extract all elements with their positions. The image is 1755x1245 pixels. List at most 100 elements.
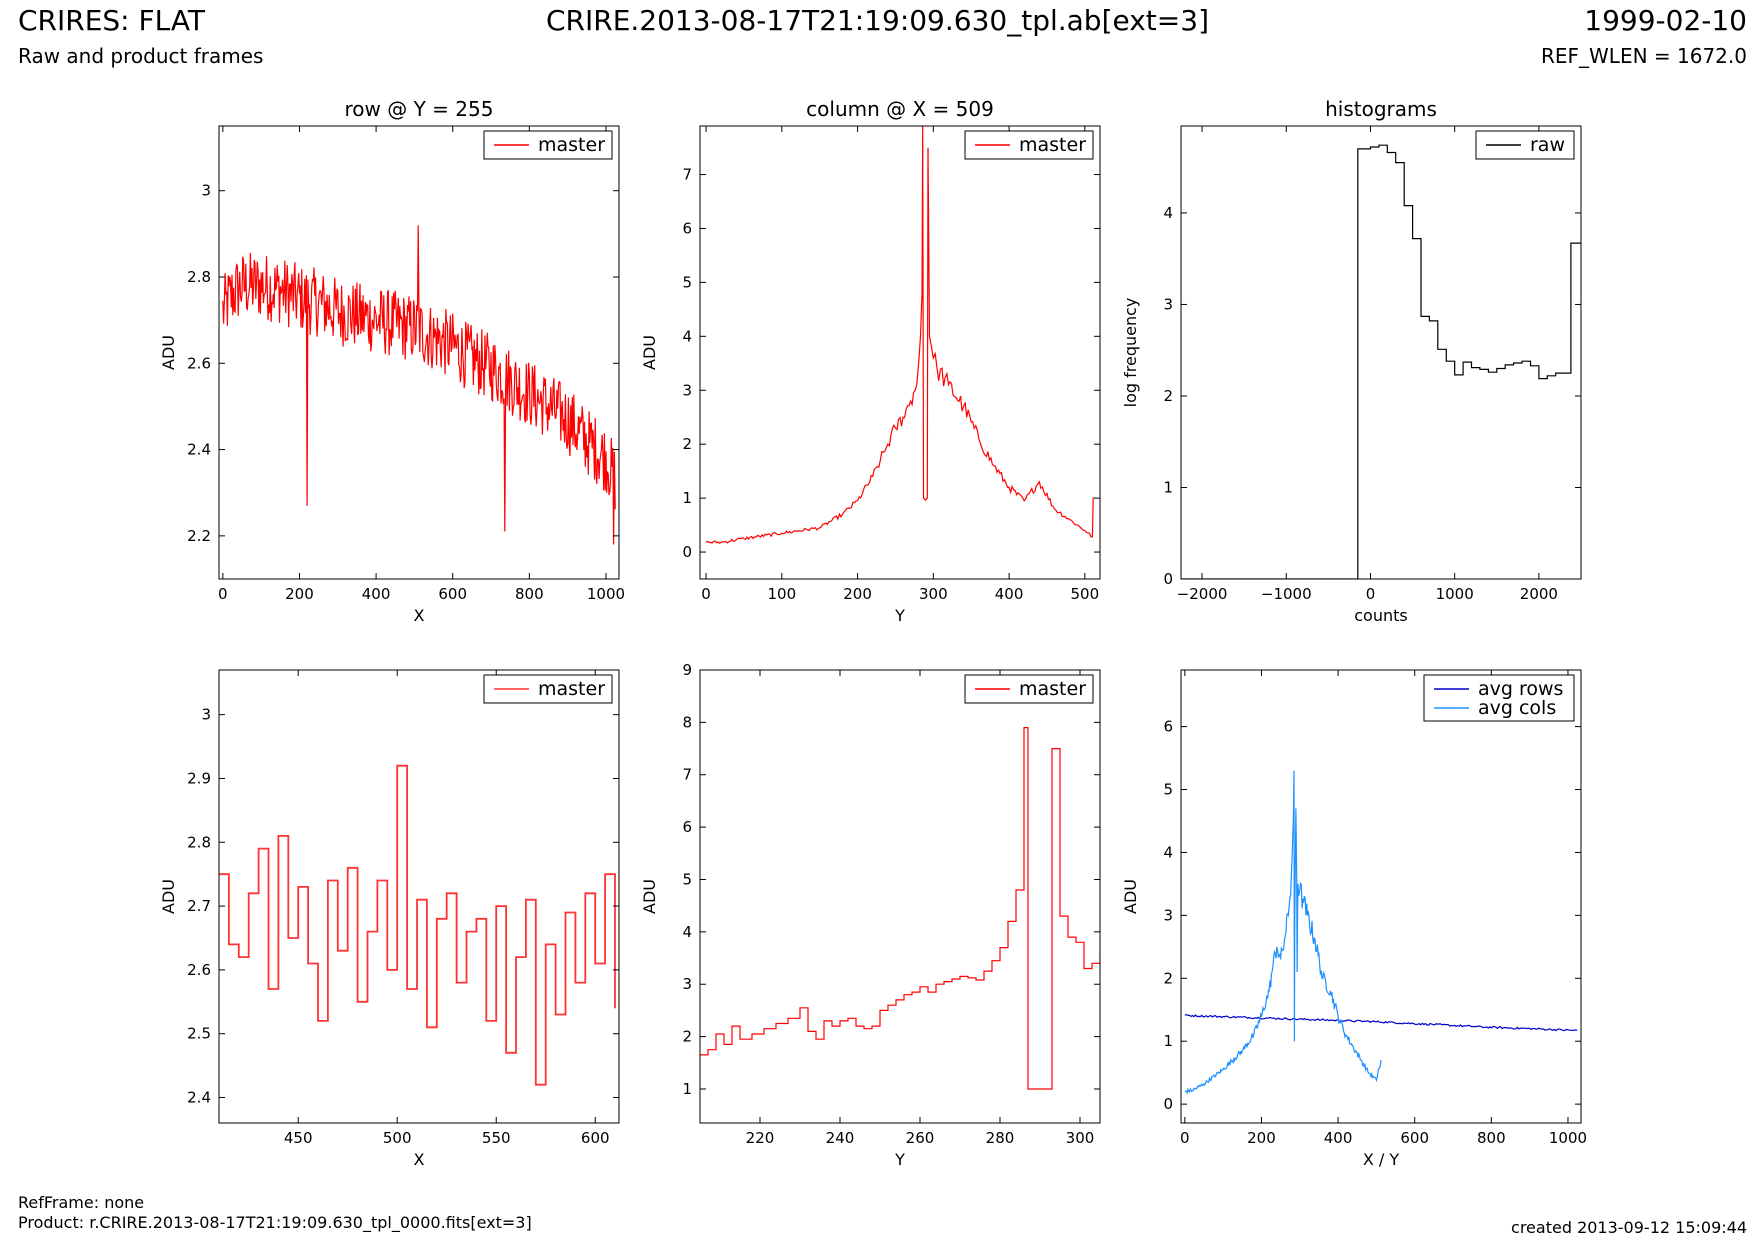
y-axis-label: log frequency — [1121, 298, 1140, 408]
x-tick-label: 500 — [1071, 585, 1100, 603]
x-tick-label: 400 — [995, 585, 1024, 603]
row-zoom-plot: 450 500 550 600 2.4 2.5 2.6 2.7 2.8 2.9 3 X ADU maste… — [159, 669, 620, 1169]
series-line-master — [700, 727, 1100, 1090]
date-label: 1999-02-10 — [1584, 4, 1747, 37]
y-axis-label: ADU — [640, 335, 659, 370]
legend: raw — [1475, 130, 1575, 160]
y-axis-label: ADU — [159, 879, 178, 914]
y-tick-label: 3 — [201, 182, 211, 200]
y-tick-label: 5 — [1163, 781, 1173, 799]
x-axis-label: counts — [1354, 606, 1407, 625]
x-tick-label: 200 — [843, 585, 872, 603]
x-tick-label: 600 — [581, 1129, 610, 1147]
x-tick-label: 400 — [1324, 1129, 1353, 1147]
legend: master — [964, 674, 1094, 704]
y-tick-label: 2 — [682, 1028, 692, 1046]
x-tick-label: 600 — [438, 585, 467, 603]
x-tick-label: 0 — [1366, 585, 1376, 603]
x-tick-label: 200 — [285, 585, 314, 603]
x-tick-label: 200 — [1247, 1129, 1276, 1147]
x-tick-label: 600 — [1400, 1129, 1429, 1147]
y-tick-label: 0 — [682, 543, 692, 561]
plot-frame — [218, 669, 620, 1124]
y-tick-label: 1 — [682, 489, 692, 507]
y-tick-label: 6 — [682, 219, 692, 237]
x-tick-label: 800 — [1477, 1129, 1506, 1147]
report-title: CRIRES: FLAT — [18, 4, 205, 37]
y-tick-label: 1 — [682, 1080, 692, 1098]
x-axis-label: X — [414, 606, 425, 625]
x-tick-label: 500 — [383, 1129, 412, 1147]
y-tick-label: 5 — [682, 273, 692, 291]
x-tick-label: 240 — [826, 1129, 855, 1147]
x-tick-label: −2000 — [1177, 585, 1228, 603]
y-tick-label: 2.5 — [187, 1025, 211, 1043]
y-axis-label: ADU — [1121, 879, 1140, 914]
y-tick-label: 2.6 — [187, 961, 211, 979]
legend: master — [483, 674, 613, 704]
y-tick-label: 1 — [1163, 1032, 1173, 1050]
series-line-master — [222, 225, 616, 545]
x-tick-label: 1000 — [1436, 585, 1474, 603]
y-tick-label: 2.7 — [187, 897, 211, 915]
ref-wlen-label: REF_WLEN = 1672.0 — [1540, 44, 1747, 68]
col-plot: 0 100 200 300 400 500 0 1 2 3 4 5 6 7 column @ X = 509… — [640, 97, 1101, 625]
y-tick-label: 4 — [682, 923, 692, 941]
x-tick-label: 2000 — [1520, 585, 1558, 603]
y-tick-label: 0 — [1163, 1095, 1173, 1113]
x-tick-label: 260 — [906, 1129, 935, 1147]
plot-title: column @ X = 509 — [806, 97, 994, 121]
y-tick-label: 2.8 — [187, 268, 211, 286]
x-tick-label: 280 — [986, 1129, 1015, 1147]
legend: master — [483, 130, 613, 160]
y-tick-label: 3 — [1163, 295, 1173, 313]
x-axis-label: Y — [894, 606, 905, 625]
y-tick-label: 2.4 — [187, 1088, 211, 1106]
footer-created: created 2013-09-12 15:09:44 — [1511, 1218, 1747, 1237]
y-tick-label: 2.9 — [187, 769, 211, 787]
plot-title: row @ Y = 255 — [345, 97, 494, 121]
y-tick-label: 2 — [682, 435, 692, 453]
plot-frame — [699, 669, 1101, 1124]
x-axis-label: Y — [894, 1150, 905, 1169]
x-tick-label: 0 — [701, 585, 711, 603]
y-tick-label: 9 — [682, 661, 692, 679]
avg-plot: 0 200 400 600 800 1000 0 1 2 3 4 5 6 X / Y ADU avg rows… — [1121, 669, 1587, 1169]
plot-title: histograms — [1325, 97, 1437, 121]
series-line-master — [705, 126, 1094, 545]
x-tick-label: 0 — [218, 585, 228, 603]
y-axis-label: ADU — [159, 335, 178, 370]
legend-label: master — [538, 134, 605, 156]
legend-box — [1423, 674, 1575, 722]
legend-label: master — [538, 678, 605, 700]
x-axis-label: X / Y — [1363, 1150, 1400, 1169]
y-tick-label: 5 — [682, 870, 692, 888]
y-tick-label: 2 — [1163, 969, 1173, 987]
y-tick-label: 3 — [682, 381, 692, 399]
y-tick-label: 2.2 — [187, 527, 211, 545]
legend-label: avg rows — [1478, 678, 1563, 700]
footer-ref-frame: RefFrame: none — [18, 1193, 145, 1212]
y-tick-label: 6 — [682, 818, 692, 836]
x-tick-label: −1000 — [1261, 585, 1312, 603]
x-tick-label: 400 — [362, 585, 391, 603]
y-tick-label: 4 — [682, 327, 692, 345]
x-tick-label: 800 — [515, 585, 544, 603]
plot-frame — [699, 125, 1101, 580]
col-zoom-plot: 220 240 260 280 300 1 2 3 4 5 6 7 8 9 Y ADU master — [640, 661, 1101, 1169]
legend-label: master — [1019, 678, 1086, 700]
row-plot: 0 200 400 600 800 1000 2.2 2.4 2.6 2.8 3 row @ Y = … — [159, 97, 625, 625]
y-tick-label: 2.4 — [187, 441, 211, 459]
y-tick-label: 2.6 — [187, 354, 211, 372]
x-tick-label: 1000 — [587, 585, 625, 603]
legend-label: master — [1019, 134, 1086, 156]
y-tick-label: 4 — [1163, 204, 1173, 222]
y-tick-label: 1 — [1163, 478, 1173, 496]
x-tick-label: 1000 — [1549, 1129, 1587, 1147]
y-tick-label: 8 — [682, 713, 692, 731]
series-line-master — [219, 764, 616, 1086]
y-tick-label: 7 — [682, 166, 692, 184]
y-tick-label: 2 — [1163, 387, 1173, 405]
